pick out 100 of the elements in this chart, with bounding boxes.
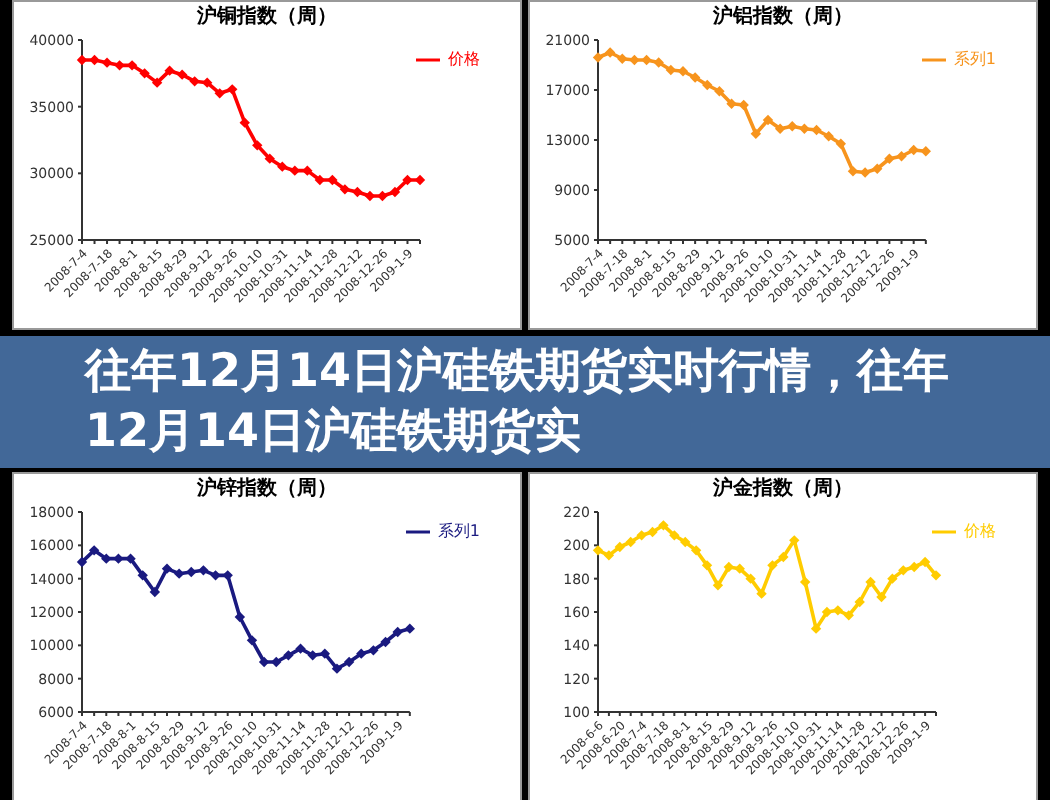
point [810, 623, 822, 634]
point [252, 140, 263, 151]
point [164, 65, 175, 76]
point [799, 576, 811, 588]
point [392, 626, 403, 638]
point [625, 536, 636, 548]
point [176, 69, 188, 80]
point [76, 556, 88, 568]
point [714, 86, 725, 97]
point [787, 121, 798, 132]
point [592, 545, 604, 556]
point [161, 563, 173, 574]
point [356, 648, 367, 659]
point [246, 635, 258, 646]
point [865, 576, 876, 588]
point [402, 174, 413, 186]
point [137, 570, 148, 581]
point [389, 186, 401, 198]
point [919, 556, 931, 568]
point [811, 124, 822, 136]
point [762, 114, 774, 126]
point [854, 596, 865, 608]
point [352, 186, 363, 198]
point [186, 566, 197, 578]
point [745, 573, 756, 584]
point [302, 165, 313, 176]
point [690, 545, 702, 556]
point [88, 545, 100, 556]
point [712, 580, 724, 591]
point [750, 128, 762, 139]
point [843, 610, 854, 621]
point [774, 123, 786, 134]
point [198, 565, 209, 576]
point [930, 570, 942, 581]
point [884, 153, 895, 164]
point [701, 560, 713, 571]
point [343, 656, 355, 668]
legend-label: 系列1 [953, 50, 996, 69]
point [277, 161, 288, 172]
point [920, 146, 932, 157]
point [377, 190, 388, 202]
point [239, 117, 250, 128]
legend-label: 价格 [448, 50, 480, 69]
point [139, 68, 150, 79]
point [214, 88, 225, 99]
point [331, 663, 343, 674]
chart-title: 沪铝指数（周） [711, 4, 855, 32]
point [702, 79, 713, 91]
point [726, 98, 737, 109]
point [738, 99, 749, 111]
point [799, 123, 810, 134]
point [189, 76, 200, 87]
text: 往年12月14日沪硅铁期货实时行情，往年12月14日沪硅铁期货实 [85, 344, 952, 462]
point [756, 588, 767, 599]
point [876, 591, 887, 603]
point [908, 144, 919, 156]
point [227, 84, 238, 95]
point [835, 138, 847, 149]
point [173, 568, 185, 579]
point [677, 66, 689, 77]
point [113, 553, 124, 564]
point [125, 553, 136, 564]
point [658, 520, 669, 531]
point [734, 563, 745, 574]
point [101, 57, 113, 68]
point [647, 526, 658, 538]
chart-title: 沪锌指数（周） [195, 476, 339, 504]
point [210, 570, 221, 581]
point [89, 54, 100, 66]
point [653, 57, 664, 68]
point [767, 560, 778, 571]
point [859, 167, 871, 178]
point [319, 648, 331, 659]
point [603, 550, 615, 561]
point [264, 153, 275, 164]
point [789, 535, 800, 546]
point [896, 151, 907, 162]
point [327, 174, 338, 186]
point [604, 47, 616, 58]
point [149, 586, 161, 598]
point [778, 551, 789, 563]
point [689, 72, 701, 83]
point [234, 611, 246, 623]
legend-label: 系列1 [437, 522, 480, 541]
point [617, 53, 628, 64]
point [887, 573, 898, 584]
point [339, 184, 351, 195]
point [283, 650, 294, 661]
point [629, 54, 640, 66]
point [151, 77, 163, 88]
point [307, 650, 318, 661]
point [380, 636, 391, 648]
point [114, 60, 125, 71]
point [636, 530, 647, 541]
chart-title: 沪金指数（周） [711, 476, 855, 504]
point [368, 645, 379, 656]
point [271, 656, 282, 668]
point [295, 643, 306, 654]
point [680, 536, 691, 548]
point [832, 605, 844, 616]
